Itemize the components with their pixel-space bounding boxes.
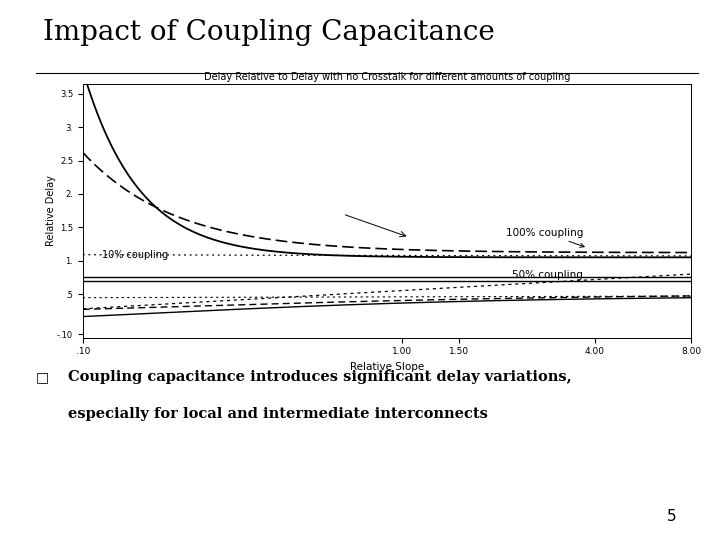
Text: especially for local and intermediate interconnects: especially for local and intermediate in… [68, 407, 488, 421]
Text: 50% coupling: 50% coupling [512, 269, 582, 280]
Y-axis label: Relative Delay: Relative Delay [45, 175, 55, 246]
Text: □: □ [36, 370, 49, 384]
Text: 5: 5 [667, 509, 677, 524]
Text: Impact of Coupling Capacitance: Impact of Coupling Capacitance [43, 19, 495, 46]
X-axis label: Relative Slope: Relative Slope [350, 362, 424, 372]
Text: Coupling capacitance introduces significant delay variations,: Coupling capacitance introduces signific… [68, 370, 572, 384]
Title: Delay Relative to Delay with no Crosstalk for different amounts of coupling: Delay Relative to Delay with no Crosstal… [204, 71, 570, 82]
Text: 100% coupling: 100% coupling [505, 228, 584, 247]
Text: 10% coupling: 10% coupling [102, 251, 168, 260]
